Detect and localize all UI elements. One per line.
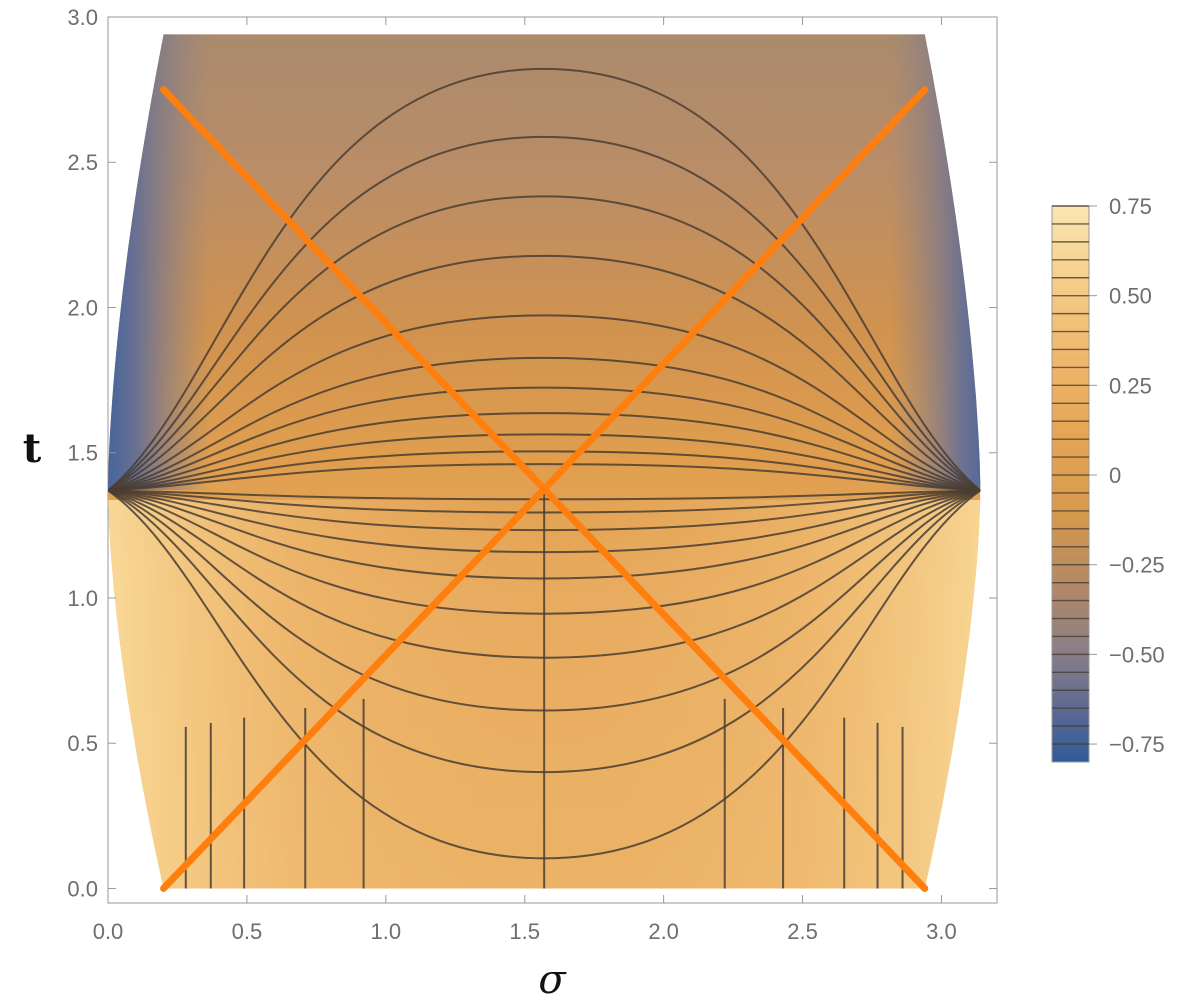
x-tick-label: 0.5: [232, 919, 263, 944]
y-tick-label: 0.5: [67, 731, 98, 756]
contour-line: [108, 254, 981, 492]
contour-line: [108, 386, 981, 492]
y-tick-label: 2.0: [67, 295, 98, 320]
x-axis-ticks: 0.0 0.5 1.0 1.5 2.0 2.5 3.0: [93, 17, 957, 944]
contour-line: [108, 67, 981, 492]
x-tick-label: 2.0: [648, 919, 679, 944]
contour-line: [108, 433, 981, 492]
y-tick-label: 2.5: [67, 150, 98, 175]
x-tick-label: 0.0: [93, 919, 124, 944]
colorbar-tick-label: 0: [1109, 463, 1121, 488]
y-axis-label: t: [23, 425, 42, 472]
colorbar: 0.75 0.50 0.25 0 −0.25 −0.50 −0.75: [1051, 194, 1165, 763]
contour-line: [108, 463, 981, 492]
x-axis-label: σ: [538, 957, 567, 1003]
colorbar-tick-label: 0.75: [1109, 194, 1152, 219]
colorbar-tick-label: −0.75: [1109, 732, 1165, 757]
orange-lines: [160, 86, 929, 892]
colorbar-level-lines: [1052, 205, 1089, 745]
contour-lines: [108, 67, 981, 889]
y-tick-label: 3.0: [67, 5, 98, 30]
x-tick-label: 2.5: [787, 919, 818, 944]
y-axis-ticks: 0.0 0.5 1.0 1.5 2.0 2.5 3.0: [67, 5, 997, 901]
colorbar-tick-label: 0.25: [1109, 373, 1152, 398]
contour-line: [108, 195, 981, 492]
contour-line: [108, 135, 981, 492]
colorbar-tick-label: 0.50: [1109, 284, 1152, 309]
y-tick-label: 0.0: [67, 876, 98, 901]
plot-area: [108, 34, 981, 889]
contour-line: [108, 314, 981, 492]
contour-line: [108, 356, 981, 492]
x-tick-label: 3.0: [926, 919, 957, 944]
y-tick-label: 1.5: [67, 441, 98, 466]
contour-line: [108, 412, 981, 492]
x-tick-label: 1.5: [509, 919, 540, 944]
colorbar-tick-label: −0.50: [1109, 642, 1165, 667]
x-tick-label: 1.0: [371, 919, 402, 944]
domain-bottom-warm: [108, 500, 981, 889]
colorbar-fill: [1051, 205, 1090, 763]
contour-line: [108, 450, 981, 492]
y-tick-label: 1.0: [67, 586, 98, 611]
orange-line: [160, 86, 929, 892]
colorbar-ticks: 0.75 0.50 0.25 0 −0.25 −0.50 −0.75: [1089, 194, 1165, 757]
colorbar-tick-label: −0.25: [1109, 553, 1165, 578]
